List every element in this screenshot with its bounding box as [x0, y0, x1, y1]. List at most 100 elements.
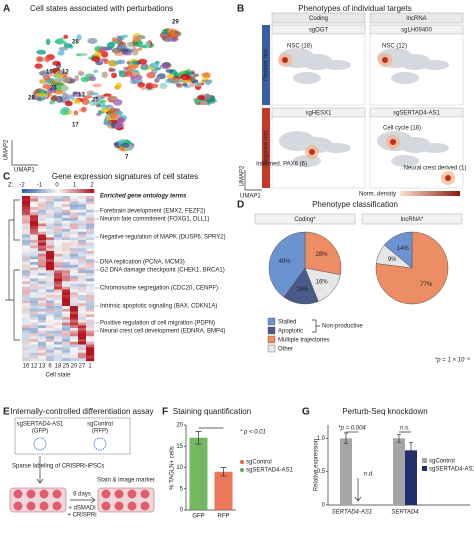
heatmap-cell	[62, 300, 71, 304]
heatmap-cell	[62, 317, 71, 320]
heatmap-cell	[78, 333, 87, 337]
heatmap-cell	[70, 292, 79, 296]
heatmap-cell	[70, 303, 79, 307]
umap-dot	[126, 41, 134, 48]
cluster-label: 17	[72, 123, 79, 129]
z-colorbar-cell	[46, 189, 49, 193]
z-colorbar-cell	[22, 189, 25, 193]
heatmap-cell	[78, 297, 87, 301]
target-name: sgOGT	[309, 28, 329, 34]
heatmap-cell	[70, 328, 79, 331]
heatmap-cell	[54, 256, 63, 260]
heatmap-cell	[78, 341, 87, 345]
heatmap-cell	[46, 248, 55, 252]
z-colorbar-cell	[67, 189, 70, 193]
umap-dot	[52, 60, 61, 66]
pie-label: 9%	[388, 257, 397, 263]
annotation: Cell cycle (18)	[383, 126, 421, 132]
heatmap-cell	[62, 264, 71, 268]
heatmap-cell	[38, 204, 47, 208]
row-band	[262, 25, 270, 105]
heatmap-cell	[46, 344, 55, 348]
go-term: Intrinsic apoptotic signaling (BAX, CDKN…	[100, 304, 217, 310]
heatmap-cell	[86, 231, 95, 235]
heatmap-cell	[38, 314, 47, 318]
heatmap-cell	[86, 262, 95, 265]
heatmap-cell	[30, 344, 39, 348]
heatmap-cell	[30, 262, 39, 265]
heatmap-cell	[86, 270, 95, 274]
heatmap-cell	[62, 306, 71, 309]
heatmap-cell	[22, 344, 31, 348]
virus	[93, 437, 107, 451]
umap-dot	[55, 38, 64, 45]
heatmap-cell	[70, 286, 79, 290]
umap-dot	[159, 82, 168, 90]
legend-dot	[240, 460, 244, 464]
heatmap-cell	[62, 295, 71, 298]
well	[101, 489, 111, 499]
pie-label: 40%	[278, 259, 291, 265]
umap-dot	[204, 79, 212, 86]
heatmap-cell	[46, 350, 55, 353]
umap-dot	[36, 56, 43, 63]
bracket	[312, 319, 320, 333]
heatmap-cell	[38, 270, 47, 274]
reporter: (GFP)	[32, 429, 48, 435]
heatmap-cell	[22, 303, 31, 307]
umap-dot	[204, 93, 210, 101]
pie-label: 16%	[316, 279, 329, 285]
heatmap-cell	[46, 333, 55, 337]
heatmap-cell	[70, 336, 79, 340]
umap-dot	[123, 66, 130, 70]
heatmap-cell	[86, 253, 95, 257]
umap-dot	[57, 70, 66, 75]
heatmap-cell	[30, 273, 39, 276]
heatmap-cell	[78, 303, 87, 307]
heatmap-cell	[54, 306, 63, 309]
annotation: NSC (12)	[382, 44, 407, 50]
z-colorbar-cell	[77, 189, 80, 193]
heatmap-cell	[46, 207, 55, 210]
heatmap-cell	[70, 229, 79, 232]
heatmap-cell	[86, 328, 95, 331]
umap-dot	[193, 82, 203, 87]
heatmap-cell	[78, 204, 87, 208]
heatmap-cell	[78, 328, 87, 331]
heatmap-cell	[54, 319, 63, 323]
heatmap-cell	[38, 275, 47, 279]
go-term: Negative regulation of MAPK (DUSP6, SPRY…	[100, 235, 226, 241]
heatmap-cell	[30, 253, 39, 257]
heatmap-cell	[46, 358, 55, 362]
heatmap-cell	[62, 352, 71, 356]
umap-dot	[103, 121, 114, 126]
umap-dot	[80, 76, 90, 83]
heatmap-cell	[46, 281, 55, 285]
heatmap-cell	[38, 231, 47, 235]
heatmap-cell	[22, 278, 31, 282]
heatmap-cell	[22, 251, 31, 254]
axis-label: UMAP2	[240, 165, 246, 186]
heatmap-cell	[30, 204, 39, 208]
heatmap-cell	[54, 352, 63, 356]
heatmap-cell	[78, 306, 87, 309]
heatmap-cell	[62, 220, 71, 224]
well	[26, 501, 36, 511]
heatmap-cell	[30, 237, 39, 241]
heatmap-cell	[86, 325, 95, 329]
heatmap-cell	[54, 333, 63, 337]
heatmap-cell	[30, 306, 39, 309]
heatmap-cell	[22, 237, 31, 241]
heatmap-cell	[86, 278, 95, 282]
heatmap-cell	[78, 295, 87, 298]
heatmap-cell	[86, 220, 95, 224]
heatmap-cell	[30, 295, 39, 298]
heatmap-cell	[54, 245, 63, 249]
umap-dot	[81, 106, 87, 111]
target-name: sgSERTAD4-AS1	[393, 111, 440, 117]
well	[127, 489, 137, 499]
column-header-text: lncRNA	[406, 16, 426, 22]
umap-dot	[60, 85, 68, 93]
umap-silhouette	[391, 155, 419, 167]
heatmap-cell	[86, 204, 95, 208]
